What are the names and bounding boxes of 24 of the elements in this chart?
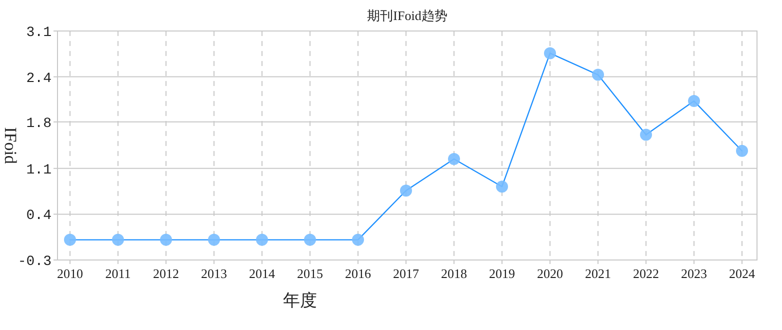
x-tick-label: 2023 (681, 266, 707, 281)
y-axis-title: IFoid (1, 127, 20, 164)
y-tick-label: 3.1 (26, 25, 52, 41)
x-tick-label: 2010 (57, 266, 83, 281)
x-tick-label: 2018 (441, 266, 467, 281)
y-tick-label: 1.1 (26, 162, 52, 178)
chart-title: 期刊IFoid趋势 (367, 8, 448, 23)
x-tick-label: 2019 (489, 266, 515, 281)
x-tick-label: 2022 (633, 266, 659, 281)
x-tick-label: 2016 (345, 266, 372, 281)
x-tick-label: 2015 (297, 266, 323, 281)
x-tick-label: 2011 (105, 266, 131, 281)
x-tick-label: 2020 (537, 266, 563, 281)
x-tick-label: 2024 (729, 266, 756, 281)
x-tick-label: 2012 (153, 266, 179, 281)
x-tick-label: 2021 (585, 266, 611, 281)
x-tick-label: 2014 (249, 266, 276, 281)
y-tick-label: 0.4 (26, 208, 52, 224)
y-tick-label: 2.4 (26, 70, 52, 87)
y-tick-label: 1.8 (26, 116, 52, 132)
x-tick-label: 2013 (201, 266, 227, 281)
x-tick-label: 2017 (393, 266, 420, 281)
y-tick-label: -0.3 (18, 254, 52, 270)
x-axis-title: 年度 (283, 291, 317, 310)
